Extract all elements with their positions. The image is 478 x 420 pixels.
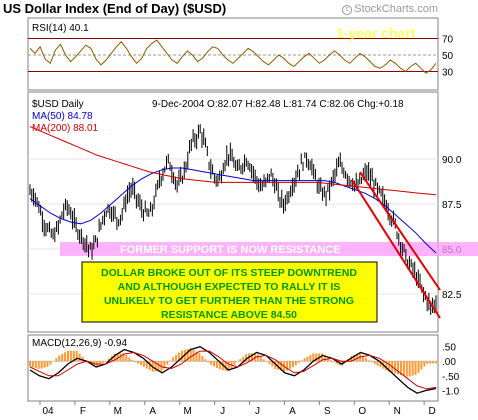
price-tick-label: 82.5	[442, 290, 462, 301]
price-tick-label: 90.0	[442, 155, 462, 166]
rsi-tick-label: 50	[442, 51, 454, 62]
annotation-box	[81, 261, 378, 323]
x-tick-label: A	[289, 406, 296, 417]
downtrend-line-upper	[359, 171, 441, 291]
macd-line	[29, 345, 437, 394]
macd-y-ticks: .50 .00 -.50 -1.0	[442, 343, 460, 398]
symbol-label: $USD Daily	[32, 99, 84, 110]
x-tick-label: 04	[42, 406, 54, 417]
resistance-band	[60, 242, 478, 256]
credit[interactable]: c StockCharts.com	[342, 3, 438, 15]
credit-text: StockCharts.com	[354, 3, 438, 15]
copyright-icon: c	[342, 5, 353, 15]
annotation-line: UNLIKELY TO GET FURTHER THAN THE STRONG	[104, 295, 354, 307]
annotation-text: DOLLAR BROKE OUT OF ITS STEEP DOWNTREND A…	[101, 267, 357, 321]
price-tick-label: 87.5	[442, 200, 462, 211]
ma50-legend: MA(50) 84.78	[32, 111, 93, 122]
rsi-tick-label: 70	[442, 35, 454, 46]
rsi-y-ticks: 70 50 30	[442, 35, 454, 79]
x-tick-label: F	[80, 406, 86, 417]
ohlc-readout: 9-Dec-2004 O:82.07 H:82.48 L:81.74 C:82.…	[152, 99, 404, 110]
macd-tick-label: -1.0	[442, 386, 460, 397]
ma50-line	[29, 167, 437, 254]
x-tick-label: N	[394, 406, 401, 417]
x-tick-label: M	[114, 406, 122, 417]
annotation-line: RESISTANCE ABOVE 84.50	[161, 309, 297, 321]
timeframe-badge: 1-year chart	[336, 25, 416, 41]
x-tick-label: O	[358, 406, 366, 417]
macd-tick-label: -.50	[442, 372, 460, 383]
macd-tick-label: .50	[442, 343, 456, 354]
ma200-legend: MA(200) 88.01	[32, 123, 99, 134]
x-tick-label: J	[255, 406, 260, 417]
price-bars	[29, 124, 437, 315]
rsi-levels	[28, 38, 438, 72]
macd-label: MACD(12,26,9) -0.94	[32, 338, 127, 349]
price-y-ticks: 90.087.585.082.5	[442, 155, 462, 301]
chart-title: US Dollar Index (End of Day) ($USD)	[3, 1, 227, 16]
x-tick-label: D	[429, 406, 436, 417]
rsi-label: RSI(14) 40.1	[32, 23, 89, 34]
x-tick-label: J	[220, 406, 225, 417]
signal-line	[29, 350, 437, 390]
rsi-tick-label: 30	[442, 68, 454, 79]
x-tick-label: A	[149, 406, 156, 417]
x-tick-label: S	[324, 406, 331, 417]
rsi-line	[29, 39, 437, 74]
resistance-label: FORMER SUPPORT IS NOW RESISTANCE	[120, 244, 340, 256]
x-axis-ticks: 04 F M A M J J A S O N D	[39, 401, 436, 417]
macd-tick-label: .00	[442, 357, 456, 368]
x-tick-label: M	[184, 406, 192, 417]
annotation-line: DOLLAR BROKE OUT OF ITS STEEP DOWNTREND	[101, 267, 357, 279]
ma200-line	[29, 126, 437, 196]
downtrend-line-lower	[351, 179, 441, 319]
rsi-panel	[27, 17, 439, 91]
annotation-line: AND ALTHOUGH EXPECTED TO RALLY IT IS	[118, 281, 341, 293]
